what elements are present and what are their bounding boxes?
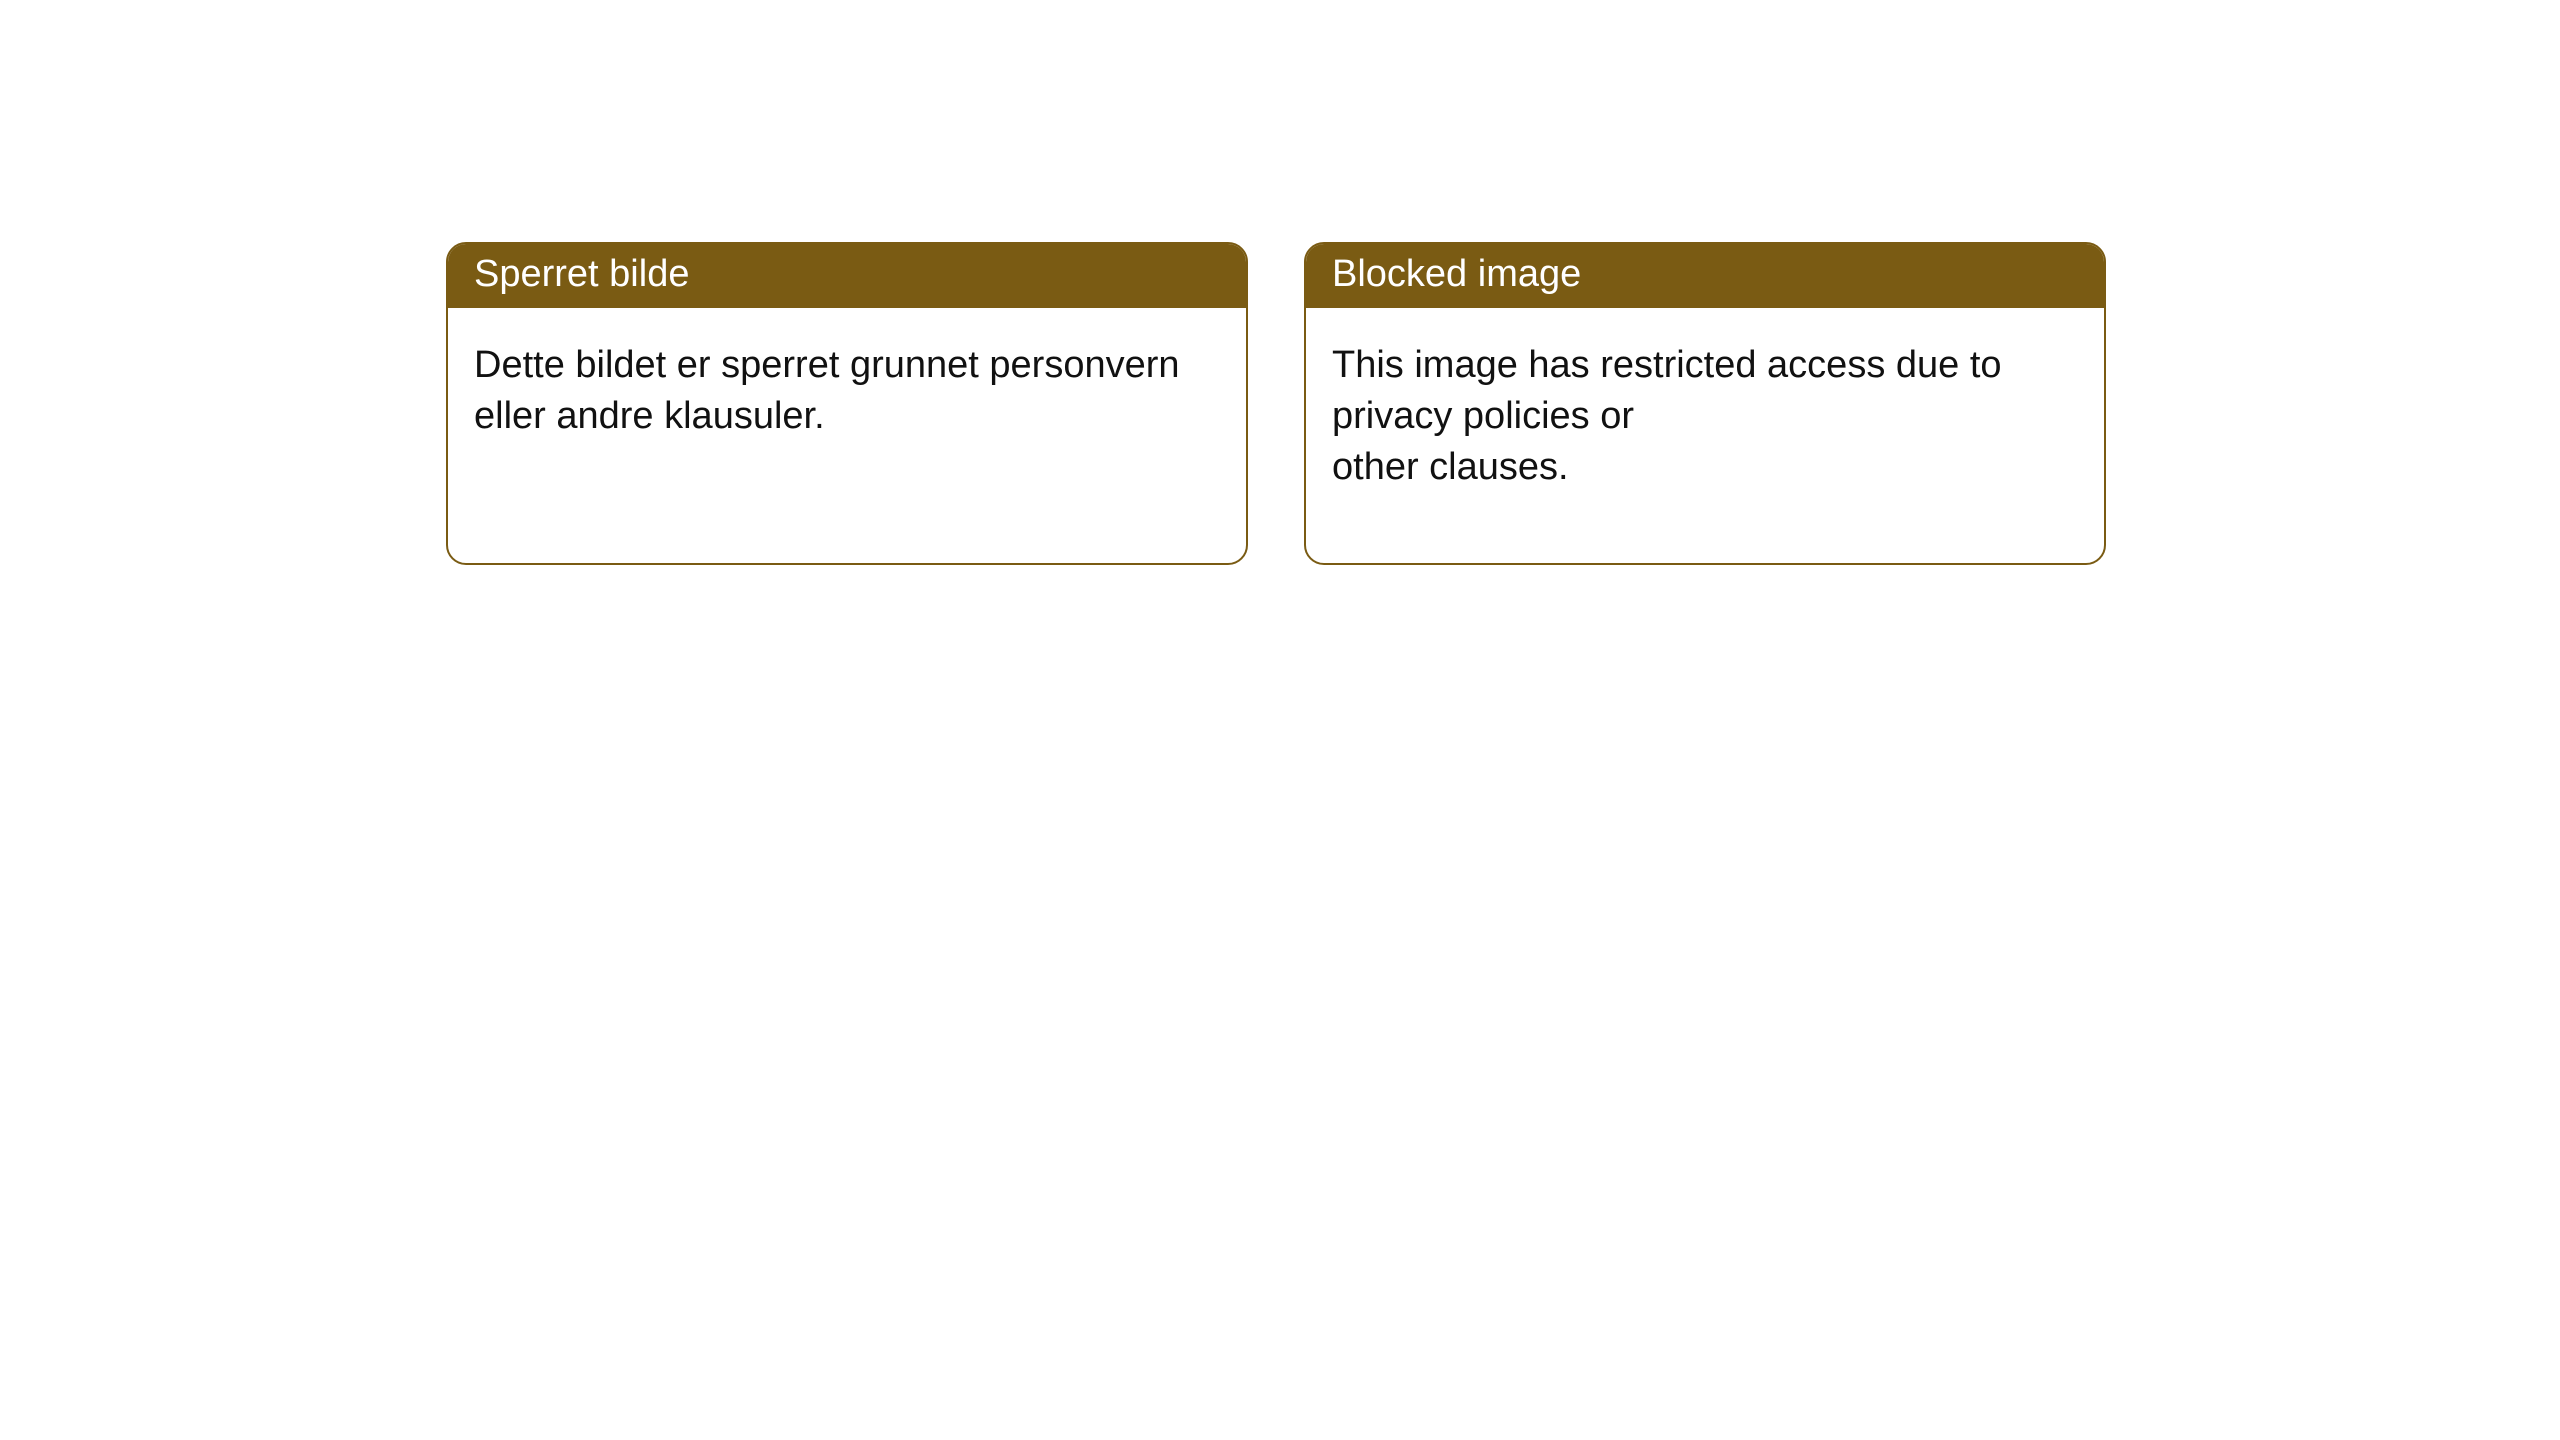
notice-card-norwegian: Sperret bilde Dette bildet er sperret gr… [446, 242, 1248, 565]
notice-card-english: Blocked image This image has restricted … [1304, 242, 2106, 565]
notice-cards-row: Sperret bilde Dette bildet er sperret gr… [0, 0, 2560, 565]
notice-card-body: Dette bildet er sperret grunnet personve… [448, 308, 1246, 513]
notice-card-title: Blocked image [1306, 244, 2104, 308]
notice-card-title: Sperret bilde [448, 244, 1246, 308]
notice-card-body: This image has restricted access due to … [1306, 308, 2104, 564]
